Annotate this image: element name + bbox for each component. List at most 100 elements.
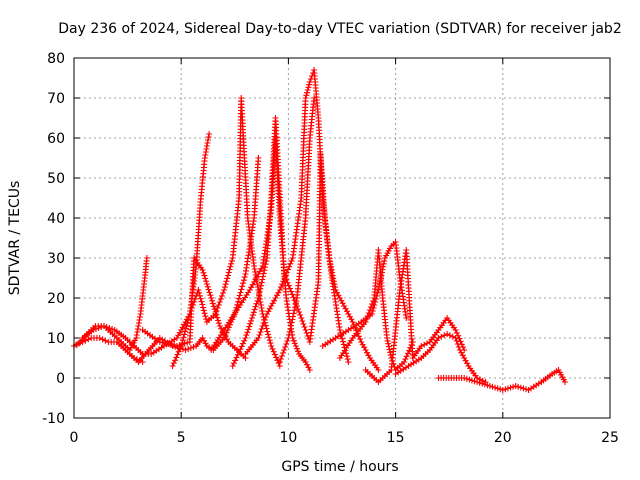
data-point: [449, 333, 456, 340]
data-point: [300, 321, 307, 327]
data-point: [328, 266, 335, 273]
series-arc-10: [276, 95, 318, 365]
data-point: [188, 305, 195, 311]
data-point: [251, 279, 258, 285]
x-tick-label: 15: [387, 430, 405, 446]
data-point: [287, 325, 294, 332]
y-tick-label: 80: [47, 51, 65, 67]
data-point: [255, 335, 262, 341]
data-point: [186, 311, 193, 317]
data-point: [287, 260, 294, 267]
data-point: [331, 281, 338, 288]
data-point: [255, 271, 262, 277]
data-point: [184, 319, 191, 326]
data-point: [435, 335, 442, 341]
data-point: [499, 387, 506, 393]
data-point: [242, 335, 249, 341]
data-point: [375, 367, 382, 373]
data-point: [181, 321, 188, 328]
data-point: [340, 338, 346, 345]
data-point: [459, 352, 466, 359]
data-point: [270, 348, 277, 355]
data-point: [259, 276, 266, 283]
data-point: [226, 266, 233, 273]
data-point: [258, 282, 264, 289]
data-point: [358, 339, 365, 345]
data-point: [562, 379, 568, 385]
data-point: [261, 267, 268, 274]
data-point: [489, 383, 496, 390]
data-point: [202, 275, 209, 282]
data-point: [263, 258, 270, 265]
data-point: [182, 328, 189, 335]
data-point: [287, 285, 293, 292]
data-point: [239, 283, 246, 290]
y-tick-label: -10: [42, 411, 65, 427]
data-point: [262, 314, 269, 320]
data-point: [233, 354, 240, 361]
data-point: [327, 263, 334, 270]
series-arc-15: [435, 367, 568, 393]
data-point: [236, 292, 243, 299]
data-point: [401, 359, 408, 365]
data-point: [203, 316, 210, 323]
data-point: [345, 359, 352, 365]
data-point: [334, 289, 340, 296]
data-point: [240, 280, 246, 287]
data-point: [286, 331, 293, 338]
data-point: [176, 329, 183, 336]
data-point: [255, 155, 262, 161]
data-point: [190, 302, 196, 308]
data-point: [264, 311, 270, 317]
data-point: [281, 275, 288, 282]
data-point: [444, 331, 451, 337]
data-point: [293, 298, 300, 305]
data-point: [332, 287, 339, 293]
data-point: [452, 335, 459, 341]
data-point: [95, 325, 102, 331]
data-point: [178, 327, 185, 333]
data-point: [106, 325, 113, 331]
data-point: [479, 377, 486, 384]
data-point: [453, 329, 460, 336]
data-point: [285, 266, 291, 273]
data-point: [461, 375, 468, 381]
data-point: [271, 351, 278, 358]
data-point: [85, 336, 92, 343]
data-point: [238, 343, 245, 350]
data-point: [202, 152, 209, 158]
data-point: [255, 295, 262, 301]
data-point: [515, 383, 522, 390]
y-tick-label: 70: [47, 91, 65, 107]
y-tick-label: 20: [47, 291, 65, 307]
data-point: [224, 275, 231, 282]
data-point: [215, 317, 222, 324]
data-point: [374, 290, 381, 296]
data-point: [363, 316, 370, 322]
data-point: [339, 300, 346, 307]
data-point: [212, 311, 219, 317]
data-point: [268, 343, 275, 349]
data-point: [251, 306, 258, 313]
data-point: [266, 337, 273, 344]
data-point: [102, 337, 109, 344]
data-point: [288, 257, 295, 264]
data-point: [213, 308, 220, 314]
data-point: [296, 309, 303, 315]
data-point: [223, 278, 230, 285]
data-point: [260, 270, 267, 277]
data-point: [269, 300, 276, 307]
data-point: [177, 345, 183, 352]
data-point: [306, 367, 313, 373]
data-point: [297, 312, 304, 318]
data-point: [305, 84, 312, 91]
data-point: [240, 277, 247, 284]
series-line: [82, 133, 210, 355]
data-point: [234, 351, 241, 358]
data-point: [517, 384, 524, 391]
data-point: [195, 287, 202, 293]
data-point: [229, 363, 236, 369]
data-point: [200, 307, 207, 314]
data-point: [275, 360, 282, 367]
data-point: [257, 329, 264, 335]
